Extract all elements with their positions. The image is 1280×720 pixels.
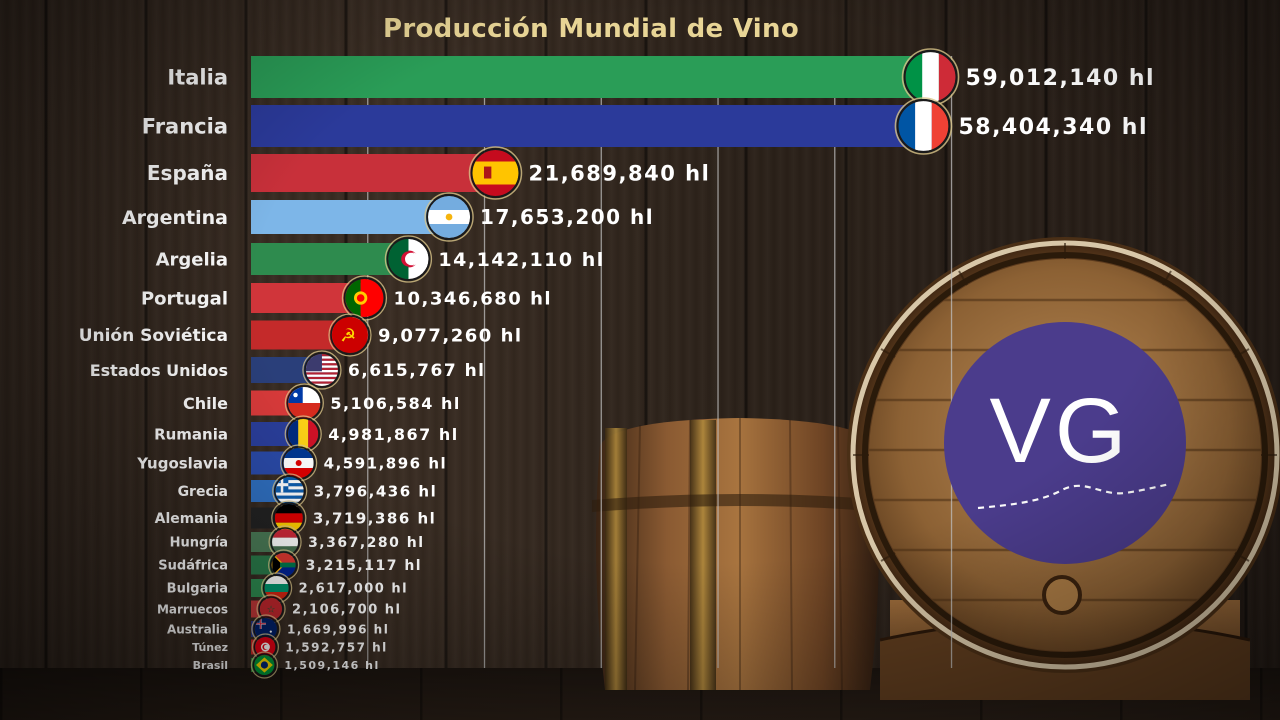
- logo-text: VG: [990, 380, 1131, 482]
- chart-title: Producción Mundial de Vino: [383, 14, 799, 44]
